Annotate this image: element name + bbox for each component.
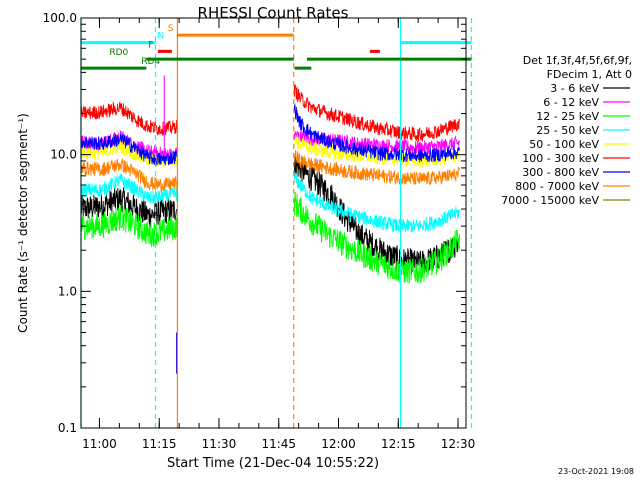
flag-bars: NS F RD0 RD4 (81, 24, 472, 70)
y-axis-label: Count Rate (s⁻¹ detector segment⁻¹) (16, 113, 30, 333)
y-tick-label: 1.0 (58, 284, 77, 298)
x-axis-label: Start Time (21-Dec-04 10:55:22) (167, 456, 379, 471)
x-tick-label: 12:15 (381, 437, 416, 451)
series-line-7 (81, 149, 460, 194)
flag-label-rd4: RD4 (141, 57, 160, 67)
legend-entry-label: 3 - 6 keV (550, 82, 599, 95)
footer-date: 23-Oct-2021 19:08 (558, 467, 634, 476)
plot-frame (80, 17, 467, 429)
legend-entry-label: 100 - 300 keV (522, 152, 599, 165)
series-line-2 (81, 191, 460, 284)
legend-entry-label: 800 - 7000 keV (515, 180, 599, 193)
x-tick-label: 12:30 (441, 437, 476, 451)
y-tick-label: 0.1 (58, 421, 77, 435)
flag-label-s: S (168, 24, 174, 34)
flag-label-f: F (148, 40, 153, 50)
x-tick-label: 11:00 (82, 437, 117, 451)
y-tick-label: 10.0 (50, 148, 77, 162)
legend-entry-label: 300 - 800 keV (522, 166, 599, 179)
chart-title: RHESSI Count Rates (198, 4, 349, 22)
flag-label-rd0: RD0 (109, 48, 128, 58)
legend-entry-label: 6 - 12 keV (543, 96, 599, 109)
x-tick-label: 11:45 (261, 437, 296, 451)
legend-entry-label: 50 - 100 keV (529, 138, 599, 151)
series-line-5 (81, 84, 460, 143)
x-tick-label: 11:15 (142, 437, 177, 451)
legend-entry-label: 7000 - 15000 keV (501, 194, 599, 207)
series-line-6 (81, 103, 460, 166)
legend: Det 1f,3f,4f,5f,6f,9f,FDecim 1, Att 03 -… (501, 54, 632, 207)
legend-entry-label: 12 - 25 keV (536, 110, 599, 123)
series-line-3 (81, 172, 460, 233)
series-layer (81, 75, 460, 374)
x-tick-label: 12:00 (321, 437, 356, 451)
legend-header-line: FDecim 1, Att 0 (547, 68, 632, 81)
axes: 0.1 1.0 10.0 100.0 11:00 11:15 11:30 11:45 12:00… (43, 11, 476, 451)
y-tick-label: 100.0 (43, 11, 77, 25)
legend-entry-label: 25 - 50 keV (536, 124, 599, 137)
x-tick-label: 11:30 (202, 437, 237, 451)
legend-header-line: Det 1f,3f,4f,5f,6f,9f, (523, 54, 632, 67)
flag-label-n: N (157, 32, 164, 42)
